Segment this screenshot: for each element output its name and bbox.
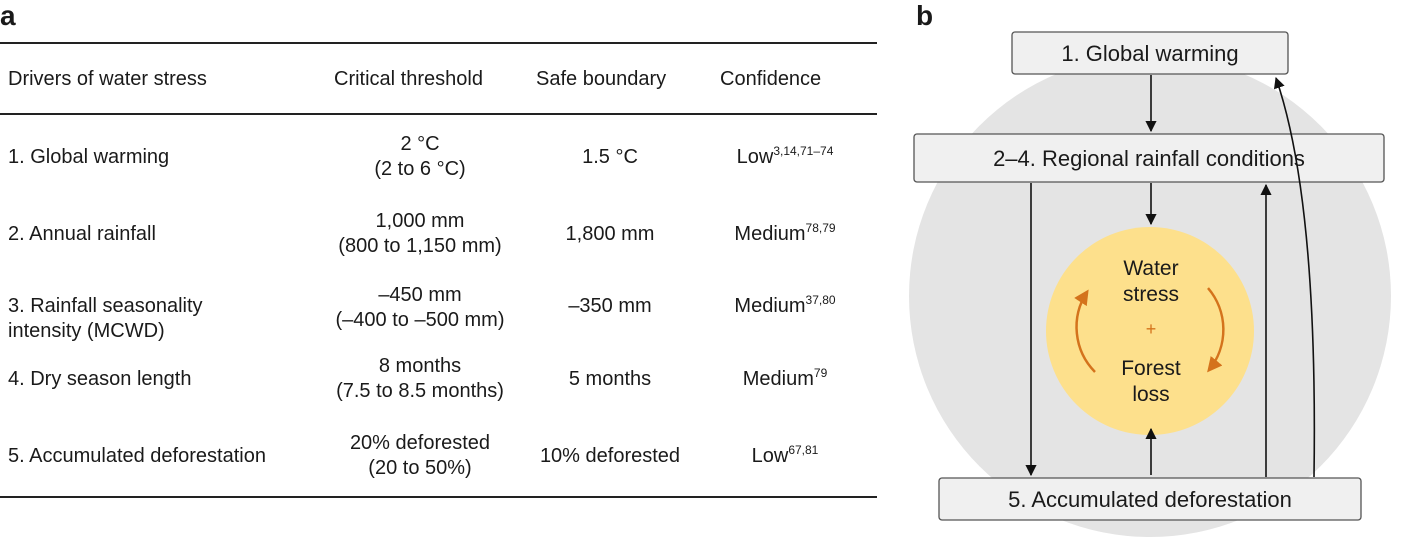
row-threshold: 1,000 mm (800 to 1,150 mm) (300, 209, 540, 259)
box-accumulated-deforestation-label: 5. Accumulated deforestation (1008, 487, 1292, 512)
row-driver: 4. Dry season length (8, 368, 192, 390)
reference-superscript: 67,81 (788, 443, 819, 457)
threshold-range: (20 to 50%) (368, 457, 472, 479)
arrow-deforestation-to-warming (1273, 76, 1316, 478)
reference-superscript: 37,80 (805, 293, 836, 307)
row-driver: 1. Global warming (8, 146, 170, 168)
confidence-level: Medium (734, 295, 806, 317)
feedback-loop-circle (1046, 227, 1254, 435)
threshold-value: 2 °C (400, 133, 440, 155)
row-confidence: Medium78,79 (700, 222, 870, 247)
row-boundary: 10% deforested (539, 445, 681, 467)
forest-label: Forest (1121, 357, 1181, 380)
driver-line: intensity (MCWD) (8, 320, 165, 342)
confidence-level: Low (751, 445, 789, 467)
row-confidence: Low67,81 (700, 444, 870, 469)
row-threshold: 20% deforested (20 to 50%) (300, 431, 540, 481)
row-threshold: 2 °C (2 to 6 °C) (300, 132, 540, 182)
reference-superscript: 79 (813, 366, 828, 380)
threshold-value: –450 mm (378, 284, 462, 306)
threshold-value: 8 months (378, 355, 462, 377)
box-accumulated-deforestation (938, 477, 1362, 521)
box-regional-rainfall (913, 133, 1385, 183)
stress-label: stress (1123, 283, 1179, 306)
plus-symbol: + (1146, 319, 1157, 339)
table-bottom-rule (0, 496, 877, 498)
row-boundary: 1.5 °C (582, 146, 638, 168)
panel-a-letter: a (0, 0, 16, 31)
box-regional-rainfall-label: 2–4. Regional rainfall conditions (993, 146, 1305, 171)
row-confidence: Medium37,80 (700, 294, 870, 319)
row-boundary: 5 months (568, 368, 652, 390)
loss-label: loss (1132, 383, 1169, 406)
water-label: Water (1123, 257, 1178, 280)
header-driver: Drivers of water stress (8, 68, 207, 90)
row-boundary: –350 mm (568, 295, 652, 317)
reference-superscript: 78,79 (805, 221, 836, 235)
threshold-range: (7.5 to 8.5 months) (336, 380, 504, 402)
row-driver: 3. Rainfall seasonality intensity (MCWD) (8, 294, 203, 344)
box-global-warming (1011, 31, 1289, 75)
cycle-arrow-right (1207, 287, 1225, 373)
row-confidence: Low3,14,71–74 (700, 145, 870, 170)
panel-b-letter: b (916, 0, 934, 31)
row-threshold: 8 months (7.5 to 8.5 months) (300, 354, 540, 404)
driver-line: 3. Rainfall seasonality (8, 295, 203, 317)
confidence-level: Low (736, 146, 774, 168)
threshold-value: 20% deforested (349, 432, 491, 454)
row-boundary: 1,800 mm (565, 223, 655, 245)
feedback-diagram: Water stress + Forest loss 1. Global war… (909, 31, 1391, 537)
confidence-level: Medium (734, 223, 806, 245)
confidence-level: Medium (742, 368, 814, 390)
threshold-range: (2 to 6 °C) (374, 158, 466, 180)
threshold-range: (800 to 1,150 mm) (338, 235, 502, 257)
threshold-value: 1,000 mm (375, 210, 465, 232)
row-confidence: Medium79 (700, 367, 870, 392)
box-global-warming-label: 1. Global warming (1061, 41, 1238, 66)
reference-superscript: 3,14,71–74 (773, 144, 834, 158)
row-driver: 5. Accumulated deforestation (8, 445, 266, 467)
threshold-range: (–400 to –500 mm) (335, 309, 505, 331)
row-driver: 2. Annual rainfall (8, 223, 156, 245)
row-threshold: –450 mm (–400 to –500 mm) (300, 283, 540, 333)
table-header-rule (0, 113, 877, 115)
cycle-arrow-left (1074, 289, 1096, 373)
header-threshold: Critical threshold (334, 68, 483, 90)
table-top-rule (0, 42, 877, 44)
header-confidence: Confidence (720, 68, 822, 90)
header-boundary: Safe boundary (536, 68, 667, 90)
